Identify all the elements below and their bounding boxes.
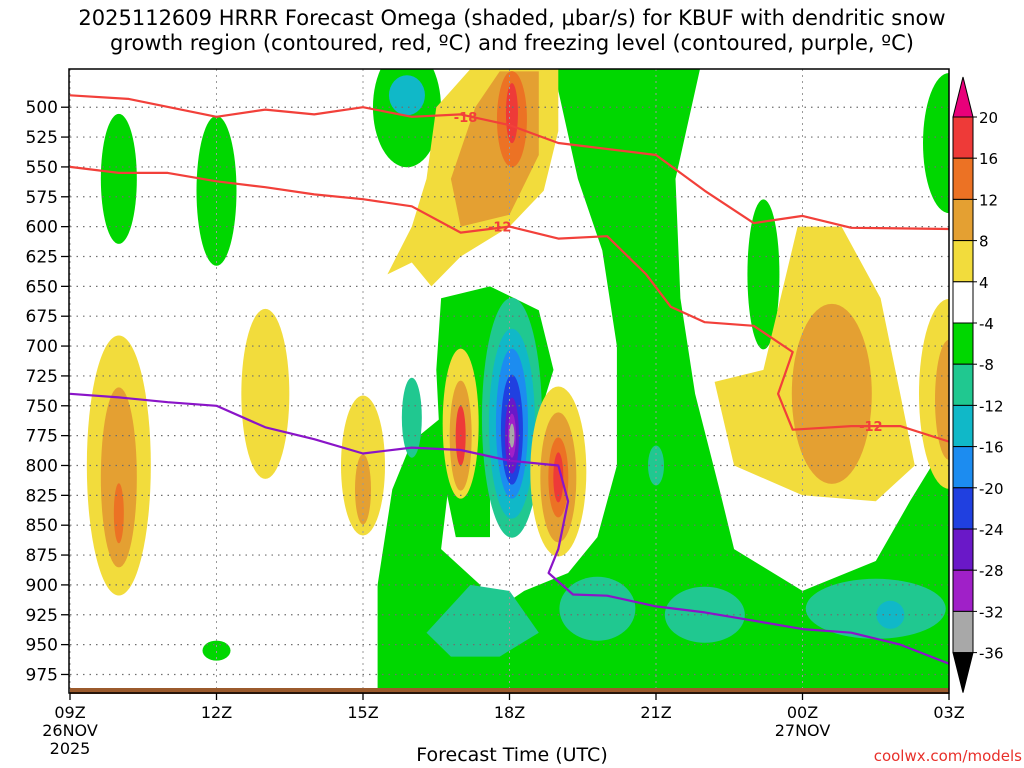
shade-green-blob-4 xyxy=(747,199,780,350)
colorbar-bin-13 xyxy=(952,610,974,654)
y-tick-label-500: 500 xyxy=(26,98,58,118)
y-tick-label-850: 850 xyxy=(26,516,58,536)
y-tick-label-975: 975 xyxy=(26,665,58,685)
shade-green-main xyxy=(480,69,949,690)
chart-title: 2025112609 HRRR Forecast Omega (shaded, … xyxy=(78,6,946,55)
shade-teal-1 xyxy=(426,584,539,657)
x-tick-label-03Z: 03Z xyxy=(933,703,964,722)
colorbar-bin-11 xyxy=(952,528,974,571)
shade-green-blob-1 xyxy=(100,113,137,244)
contour-label-minus12-b: -12 xyxy=(859,420,883,435)
contour-dgz-bottom xyxy=(69,165,949,443)
y-tick-label-600: 600 xyxy=(26,218,58,238)
colorbar-bin-7 xyxy=(952,363,974,406)
x-tick-label-09Z: 09Z xyxy=(54,703,85,722)
y-tick-label-950: 950 xyxy=(26,636,58,656)
colorbar-bin-12 xyxy=(952,569,974,612)
shade-core-gray xyxy=(509,423,515,448)
contour-label-minus12-a: -12 xyxy=(488,221,512,236)
contour-freezing-level xyxy=(69,392,949,665)
shade-cyan-blob-1 xyxy=(388,75,425,116)
ground-strip xyxy=(70,688,949,694)
source-credit: coolwx.com/models xyxy=(873,747,1022,765)
colorbar-bin-6 xyxy=(952,322,974,365)
x-tick-label-00Z: 00Z xyxy=(787,703,818,722)
colorbar-label-4: 4 xyxy=(979,274,989,292)
contour-dgz-top xyxy=(69,94,949,231)
shade-orange-far-right xyxy=(935,339,949,460)
colorbar-label-3: 8 xyxy=(979,233,989,251)
colorbar-label-5: -4 xyxy=(979,315,994,333)
y-tick-label-575: 575 xyxy=(26,188,58,208)
y-tick-label-900: 900 xyxy=(26,576,58,596)
y-tick-label-725: 725 xyxy=(26,367,58,387)
x-tick-label-15Z: 15Z xyxy=(347,703,378,722)
x-tick-label-12Z: 12Z xyxy=(201,703,232,722)
x-tick-label-18Z: 18Z xyxy=(494,703,525,722)
y-tick-label-700: 700 xyxy=(26,337,58,357)
y-tick-label-650: 650 xyxy=(26,277,58,297)
colorbar-label-7: -12 xyxy=(979,397,1004,415)
omega-shading xyxy=(86,69,949,690)
shade-teal-2 xyxy=(559,576,636,641)
shade-green-blob-5 xyxy=(923,73,949,214)
colorbar-bin-9 xyxy=(952,446,974,489)
y-tick-label-550: 550 xyxy=(26,158,58,178)
colorbar-bin-4 xyxy=(952,240,974,283)
colorbar-label-2: 12 xyxy=(979,191,998,209)
colorbar-bin-1 xyxy=(952,116,974,159)
y-axis: 500 525 550 575 600 625 650 675 700 725 750 775 800 8… xyxy=(26,98,69,685)
contour-label-minus18: -18 xyxy=(454,111,478,126)
colorbar-arrow-top xyxy=(952,76,974,118)
shade-orange-right xyxy=(791,303,872,484)
shade-yellow-2 xyxy=(241,308,290,479)
x-date-label-26NOV: 26NOV xyxy=(42,721,98,740)
y-tick-label-675: 675 xyxy=(26,307,58,327)
colorbar-arrow-bottom xyxy=(952,652,974,693)
shade-teal-3 xyxy=(664,586,745,643)
colorbar-label-1: 16 xyxy=(979,150,998,168)
y-tick-label-925: 925 xyxy=(26,606,58,626)
y-tick-label-525: 525 xyxy=(26,128,58,148)
colorbar-label-9: -20 xyxy=(979,480,1004,498)
colorbar-bin-3 xyxy=(952,198,974,242)
colorbar-label-0: 20 xyxy=(979,109,998,127)
colorbar-bin-2 xyxy=(952,157,974,200)
colorbar-bin-5 xyxy=(952,281,974,324)
x-year-label: 2025 xyxy=(50,739,91,758)
shade-teal-5 xyxy=(401,377,422,458)
x-date-label-27NOV: 27NOV xyxy=(775,721,831,740)
y-tick-label-825: 825 xyxy=(26,486,58,506)
shade-orange-left xyxy=(100,387,137,568)
colorbar-bin-10 xyxy=(952,487,974,530)
colorbar-label-12: -32 xyxy=(979,603,1004,621)
colorbar: 20 16 12 8 4 -4 -8 -12 -16 -20 -24 -28 -32 -36 xyxy=(952,76,1004,693)
y-tick-label-875: 875 xyxy=(26,546,58,566)
colorbar-label-8: -16 xyxy=(979,439,1004,457)
colorbar-label-10: -24 xyxy=(979,521,1004,539)
colorbar-label-13: -36 xyxy=(979,645,1004,663)
y-tick-label-800: 800 xyxy=(26,456,58,476)
x-tick-label-21Z: 21Z xyxy=(640,703,671,722)
contour-lines: -18 -12 -12 xyxy=(69,94,949,665)
shade-darkorange-left xyxy=(113,483,124,544)
colorbar-label-6: -8 xyxy=(979,356,994,374)
shade-green-blob-3 xyxy=(202,640,231,661)
shade-teal-4 xyxy=(805,578,946,639)
y-tick-label-750: 750 xyxy=(26,397,58,417)
colorbar-label-11: -28 xyxy=(979,562,1004,580)
x-axis-title: Forecast Time (UTC) xyxy=(416,744,608,766)
y-tick-label-775: 775 xyxy=(26,427,58,447)
colorbar-bin-8 xyxy=(952,404,974,448)
shade-red-top xyxy=(505,83,518,144)
y-tick-label-625: 625 xyxy=(26,247,58,267)
